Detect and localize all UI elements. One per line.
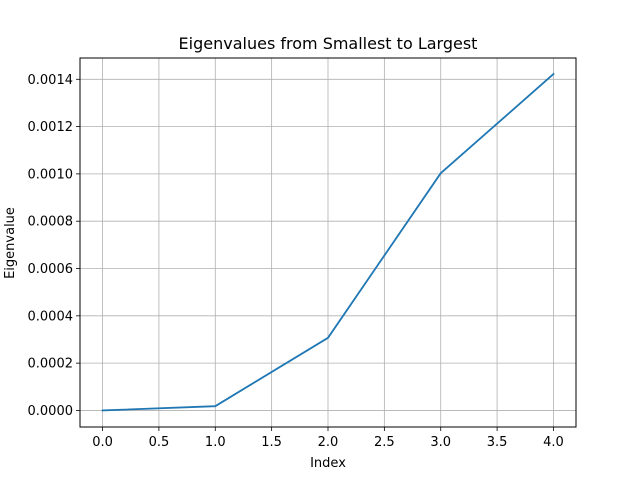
y-tick-label: 0.0010 <box>28 167 74 182</box>
y-axis-ticks: 0.0000 0.0002 0.0004 0.0006 0.0008 0.0010 0.00… <box>28 73 80 419</box>
x-tick-label: 3.0 <box>430 435 451 450</box>
x-tick-label: 4.0 <box>543 435 564 450</box>
y-tick-label: 0.0012 <box>28 120 74 135</box>
x-tick-label: 0.5 <box>149 435 170 450</box>
y-tick-label: 0.0004 <box>28 309 74 324</box>
y-axis-label: Eigenvalue <box>3 207 18 279</box>
y-tick-label: 0.0014 <box>28 73 74 88</box>
x-tick-label: 1.5 <box>261 435 282 450</box>
y-tick-label: 0.0000 <box>28 404 74 419</box>
x-tick-label: 2.5 <box>374 435 395 450</box>
x-tick-label: 2.0 <box>318 435 339 450</box>
series-layer <box>101 72 555 412</box>
y-tick-label: 0.0008 <box>28 215 74 230</box>
y-tick-label: 0.0006 <box>28 262 74 277</box>
chart-title: Eigenvalues from Smallest to Largest <box>179 34 478 53</box>
x-tick-label: 3.5 <box>487 435 508 450</box>
x-tick-label: 0.0 <box>92 435 113 450</box>
x-tick-label: 1.0 <box>205 435 226 450</box>
x-axis-label: Index <box>310 456 346 471</box>
series-line <box>101 72 555 412</box>
y-tick-label: 0.0002 <box>28 357 74 372</box>
x-axis-ticks: 0.0 0.5 1.0 1.5 2.0 2.5 3.0 3.5 4.0 <box>92 427 564 450</box>
